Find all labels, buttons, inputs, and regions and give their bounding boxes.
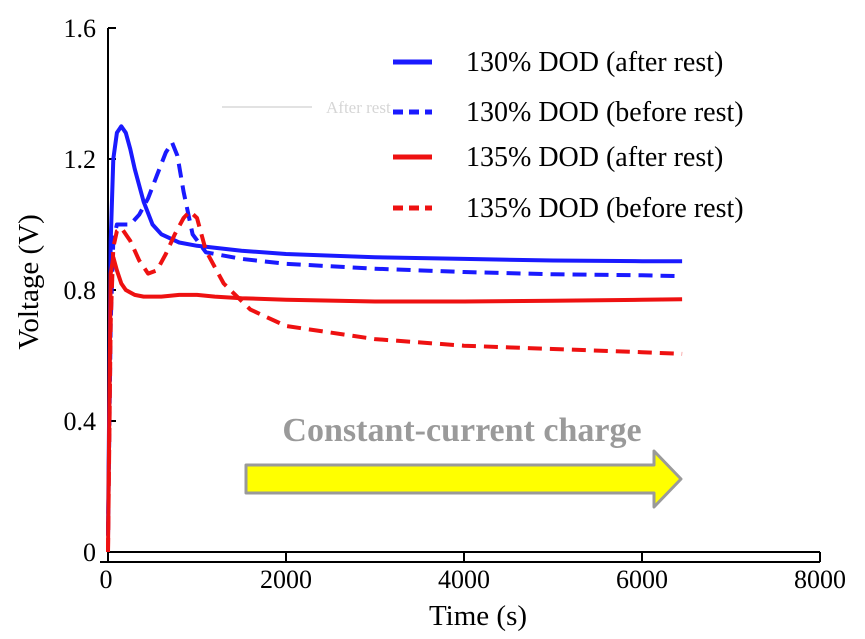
x-axis-title: Time (s) [429, 600, 527, 632]
watermark-text: 头条 @锂电知识 [709, 599, 848, 621]
legend-label-3: 135% DOD (after rest) [466, 142, 723, 173]
y-axis-title: Voltage (V) [13, 214, 45, 350]
y-tick-label: 0 [83, 538, 96, 567]
y-tick-label: 1.2 [64, 145, 97, 174]
y-tick-label: 0.8 [64, 276, 97, 305]
legend-label-4: 135% DOD (before rest) [466, 193, 744, 224]
x-ticks: 0 2000 4000 6000 8000 [100, 552, 846, 594]
legend-label-2: 130% DOD (before rest) [466, 97, 744, 128]
y-tick-label: 1.6 [64, 14, 97, 43]
series-line-2 [106, 140, 683, 536]
series-line-4 [106, 209, 683, 553]
x-tick-label: 8000 [794, 565, 846, 594]
ghost-legend-text: After rest [326, 98, 391, 117]
series-line-3 [106, 255, 683, 553]
series-group [106, 124, 683, 553]
x-tick-label: 2000 [260, 565, 312, 594]
legend-label-1: 130% DOD (after rest) [466, 47, 723, 78]
legend: 130% DOD (after rest) 130% DOD (before re… [393, 47, 744, 224]
series-line-1 [106, 124, 683, 536]
x-tick-label: 4000 [438, 565, 490, 594]
arrow-label: Constant-current charge [282, 412, 641, 449]
x-tick-label: 0 [100, 565, 113, 594]
x-tick-label: 6000 [616, 565, 668, 594]
y-tick-label: 0.4 [64, 407, 97, 436]
charge-arrow [244, 449, 683, 509]
y-ticks: 0 0.4 0.8 1.2 1.6 [64, 14, 116, 567]
